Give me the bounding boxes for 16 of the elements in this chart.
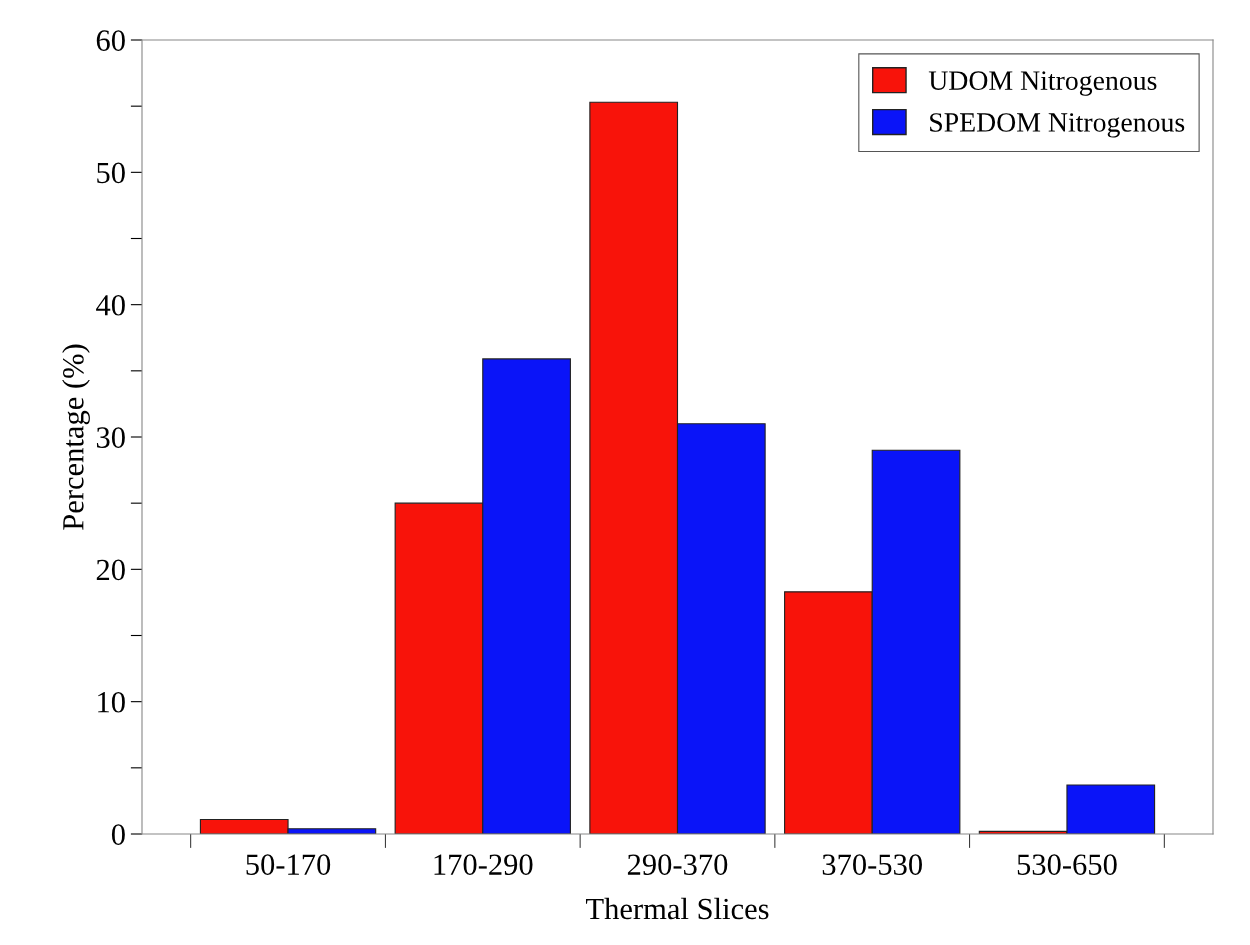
x-axis-title: Thermal Slices [585, 897, 769, 920]
x-tick-label: 50-170 [246, 854, 331, 875]
x-tick-label: 530-650 [1017, 854, 1117, 875]
y-tick-label: 10 [98, 691, 125, 713]
y-tick-label: 20 [96, 559, 125, 581]
y-tick-label: 40 [96, 294, 125, 316]
x-tick-label: 170-290 [434, 854, 533, 875]
y-tick-label: 60 [96, 30, 125, 51]
y-tick-label: 30 [96, 427, 125, 448]
y-tick-label: 0 [111, 824, 125, 845]
y-tick-label: 50 [97, 162, 125, 184]
legend-label: SPEDOM Nitrogenous [930, 113, 1185, 138]
x-tick-label: 370-530 [822, 854, 922, 875]
y-axis-title: Percentage (%) [62, 344, 90, 530]
legend-label: UDOM Nitrogenous [928, 71, 1157, 96]
x-tick-label: 290-370 [627, 854, 728, 875]
